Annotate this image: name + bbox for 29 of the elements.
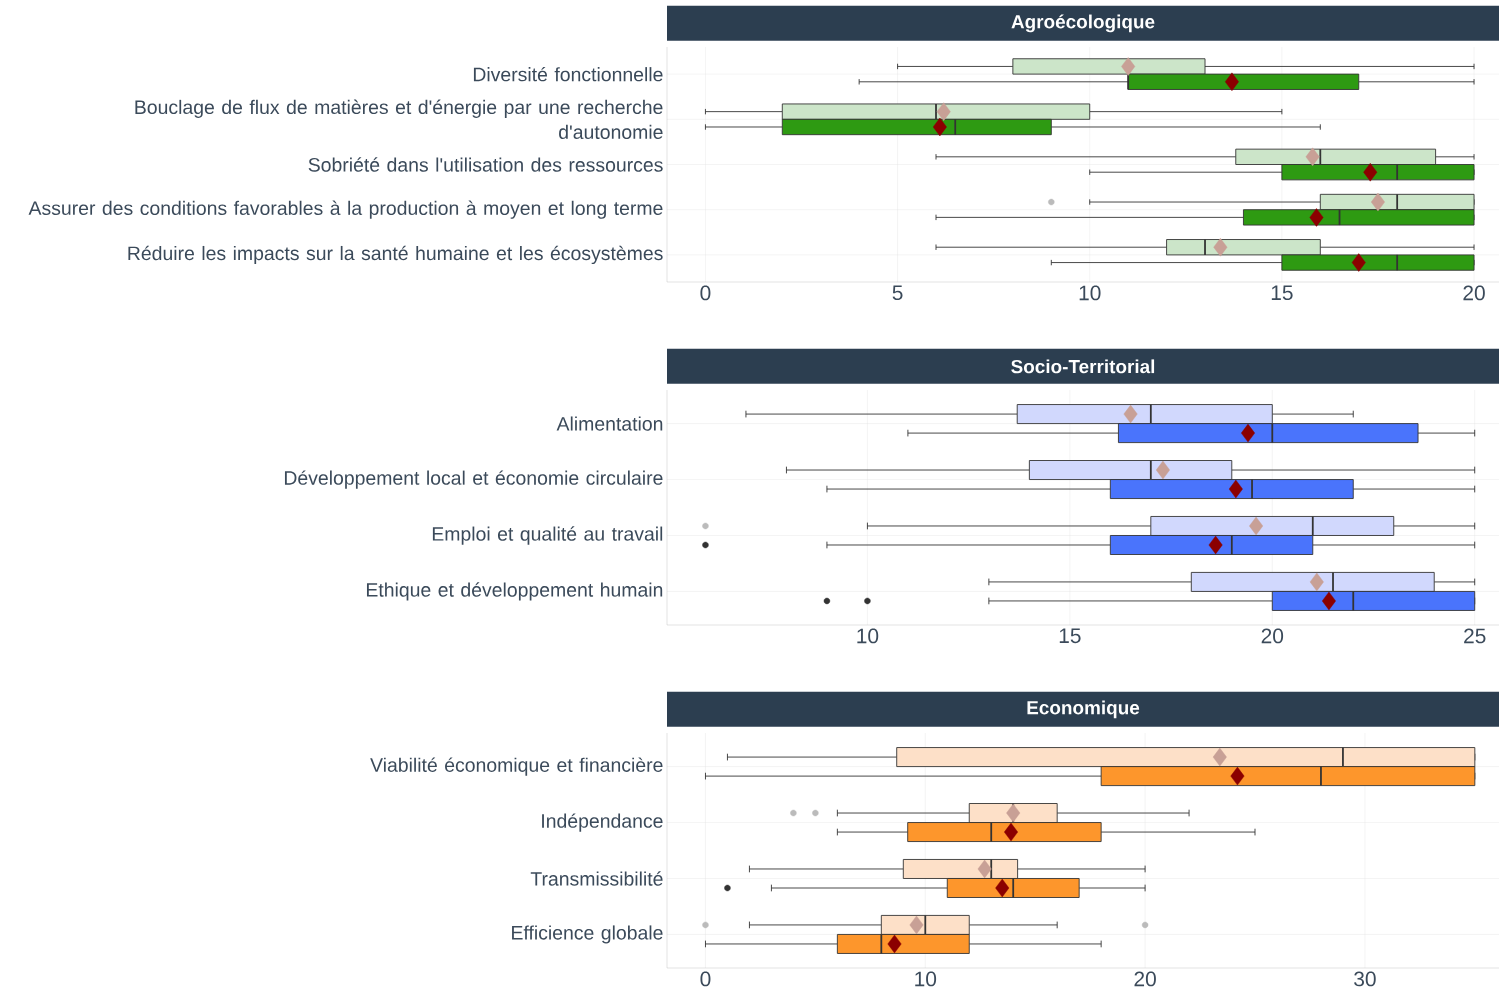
x-tick-label: 25 <box>1464 628 1486 644</box>
x-tick-label: 15 <box>1271 285 1293 301</box>
chart-title: Agroécologique <box>1011 14 1155 33</box>
chart-title: Economique <box>1027 700 1140 719</box>
y-tick-label: Assurer des conditions favorables à la production à moyen et long terme <box>28 200 663 219</box>
y-tick-label: Alimentation <box>556 416 663 431</box>
x-tick-label: 10 <box>1079 285 1101 301</box>
x-tick-label: 20 <box>1134 971 1156 987</box>
chart-title: Socio-Territorial <box>1011 359 1155 374</box>
x-tick-label: 15 <box>1059 628 1081 644</box>
x-tick-label: 30 <box>1354 971 1376 987</box>
y-tick-label: Sobriété dans l'utilisation des ressources <box>308 157 663 172</box>
y-tick-label: Ethique et développement humain <box>366 582 663 601</box>
y-tick-label: Bouclage de flux de matières et d'énergie par une recherche d'autonomie <box>135 99 663 140</box>
x-tick-label: 10 <box>915 971 937 987</box>
x-tick-label: 0 <box>700 285 711 301</box>
y-tick-label: Efficience globale <box>512 925 663 944</box>
y-tick-label: Indépendance <box>542 813 663 832</box>
y-tick-label: Développement local et économie circulaire <box>284 470 663 489</box>
x-tick-label: 0 <box>700 971 711 987</box>
y-tick-label: Réduire les impacts sur la santé humaine et les écosystèmes <box>128 245 663 265</box>
x-tick-label: 10 <box>857 628 879 644</box>
y-tick-label: Diversité fonctionnelle <box>473 66 663 82</box>
x-tick-label: 20 <box>1261 628 1284 644</box>
y-tick-label: Transmissibilité <box>530 871 663 886</box>
x-tick-label: 5 <box>892 285 903 301</box>
y-tick-label: Viabilité économique et financière <box>370 757 663 776</box>
x-tick-label: 20 <box>1463 285 1485 301</box>
y-tick-label: Emploi et qualité au travail <box>432 526 663 545</box>
